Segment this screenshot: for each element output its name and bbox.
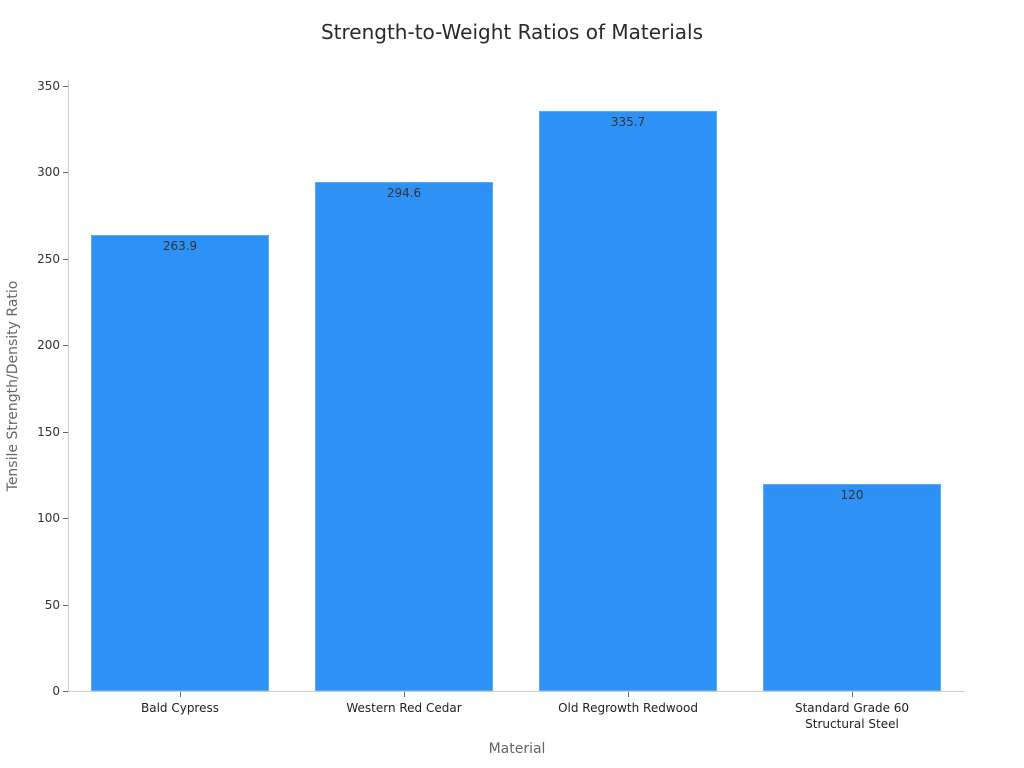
x-tick-label: Bald Cypress [80,700,280,716]
x-tick-label-line: Old Regrowth Redwood [558,701,698,715]
y-tick: 0 [0,684,68,705]
y-tick: 350 [0,79,68,100]
y-tick-label: 250 [37,251,60,266]
y-tick-label: 50 [44,597,60,612]
x-tick-mark [404,692,405,697]
y-tick-mark [63,258,68,260]
bar-value-label: 120 [840,487,864,502]
y-tick-label: 100 [37,511,60,526]
chart-title: Strength-to-Weight Ratios of Materials [320,20,704,44]
x-tick-label: Standard Grade 60 Structural Steel [752,700,952,732]
x-tick-label-line: Western Red Cedar [346,701,462,715]
y-axis-label: Tensile Strength/Density Ratio [5,280,21,492]
y-axis-line [68,80,69,692]
y-tick-label: 300 [37,165,60,180]
bar[interactable]: 294.6 [315,181,493,691]
x-axis-line [68,691,964,692]
y-tick-label: 350 [37,79,60,93]
x-tick-label-line: Standard Grade 60 [794,701,910,715]
y-tick-mark [63,86,68,87]
bar[interactable]: 263.9 [91,234,269,691]
y-tick-mark [63,604,68,606]
y-tick-mark [63,172,68,174]
bar-value-label: 294.6 [386,185,422,200]
y-tick-label: 150 [37,424,60,439]
y-tick: 50 [0,598,68,619]
x-tick-mark [852,692,853,697]
bar[interactable]: 335.7 [539,110,717,691]
y-tick: 150 [0,425,68,446]
y-tick: 300 [0,165,68,186]
y-tick-mark [63,345,68,347]
y-tick-label: 200 [37,338,60,353]
x-tick-label: Western Red Cedar [304,700,504,716]
x-tick-mark [628,692,629,697]
y-tick-label: 0 [52,684,60,698]
y-tick-mark [63,518,68,520]
y-tick: 250 [0,252,68,273]
y-tick: 100 [0,511,68,532]
x-tick-label-line: Bald Cypress [140,701,219,715]
x-tick-label: Old Regrowth Redwood [528,700,728,716]
bar[interactable]: 120 [763,483,941,691]
x-axis-label: Material [488,741,546,757]
x-tick-mark [180,692,181,697]
y-tick: 200 [0,338,68,359]
bar-value-label: 335.7 [610,114,646,129]
bar-value-label: 263.9 [162,238,198,253]
y-tick-mark [63,431,68,433]
y-tick-mark [63,691,68,692]
x-tick-label-line: Structural Steel [805,717,899,731]
